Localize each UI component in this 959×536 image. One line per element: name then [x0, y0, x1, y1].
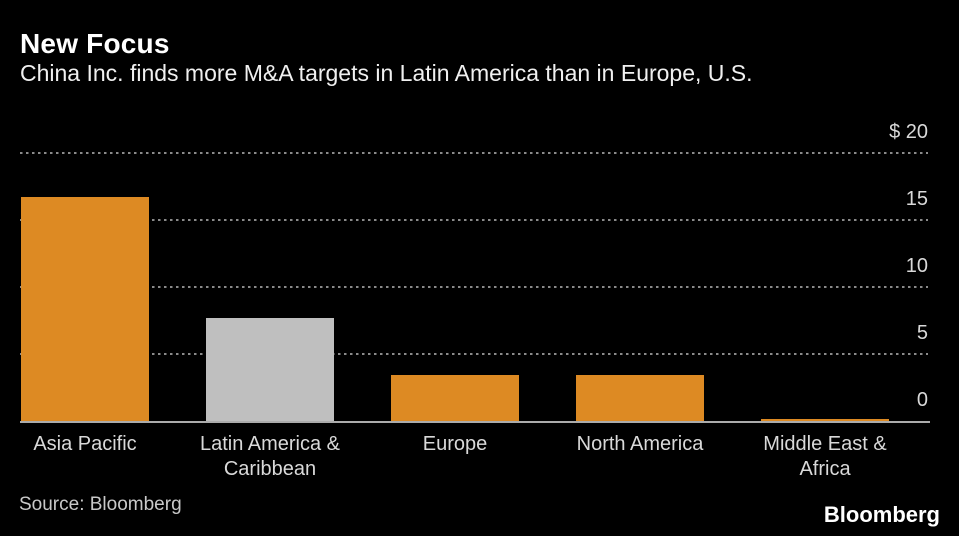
gridline-10: [20, 286, 928, 288]
bar-asia-pacific: [21, 197, 149, 421]
chart-subtitle: China Inc. finds more M&A targets in Lat…: [20, 60, 753, 86]
y-tick-label-20: $ 20: [889, 121, 928, 143]
category-label-north-america: North America: [576, 433, 704, 455]
y-tick-label-10: 10: [905, 255, 928, 277]
bloomberg-logo: Bloomberg: [823, 502, 940, 527]
x-axis-baseline: [20, 421, 930, 423]
source-note: Source: Bloomberg: [19, 494, 182, 515]
bar-europe: [391, 375, 519, 421]
category-label-europe: Europe: [422, 433, 488, 455]
bar-latin-america-caribbean: [206, 317, 334, 421]
category-label-latin-america-caribbean: Latin America & Caribbean: [199, 433, 341, 480]
gridline-5: [20, 353, 928, 355]
y-tick-label-0: 0: [916, 389, 928, 411]
chart-title: New Focus: [20, 28, 170, 59]
bar-north-america: [576, 375, 704, 421]
category-label-asia-pacific: Asia Pacific: [33, 433, 137, 455]
y-tick-label-15: 15: [905, 188, 928, 210]
gridline-15: [20, 219, 928, 221]
bar-middle-east-africa: [761, 418, 889, 421]
category-label-middle-east-africa: Middle East & Africa: [763, 433, 887, 480]
gridline-20: [20, 152, 928, 154]
y-tick-label-5: 5: [916, 322, 928, 344]
